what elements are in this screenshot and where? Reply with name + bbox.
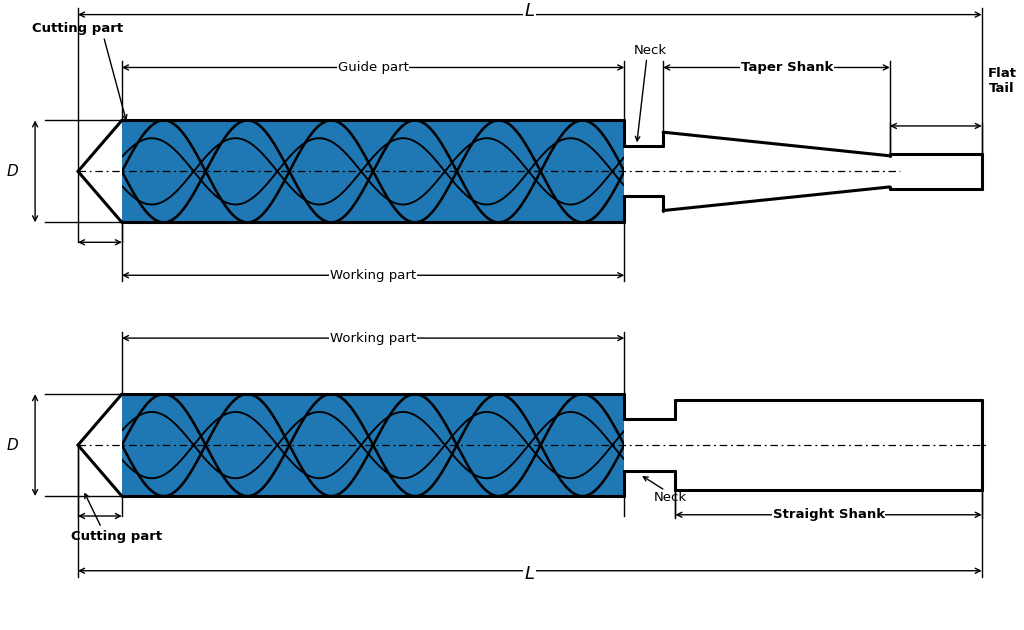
Bar xyxy=(122,120,625,222)
Text: Guide part: Guide part xyxy=(338,61,409,74)
Bar xyxy=(122,394,625,496)
Text: Taper Shank: Taper Shank xyxy=(740,61,833,74)
Text: Cutting part: Cutting part xyxy=(71,530,162,543)
Text: Neck: Neck xyxy=(653,491,687,505)
Text: Neck: Neck xyxy=(633,43,667,57)
Text: $L$: $L$ xyxy=(524,3,536,21)
Text: $D$: $D$ xyxy=(6,437,19,453)
Text: Working part: Working part xyxy=(330,269,416,282)
Text: Flat
Tail: Flat Tail xyxy=(988,67,1017,95)
Text: $L$: $L$ xyxy=(524,565,536,583)
Text: Cutting part: Cutting part xyxy=(33,22,124,35)
Text: Straight Shank: Straight Shank xyxy=(772,508,885,521)
Text: $D$: $D$ xyxy=(6,163,19,180)
Text: Working part: Working part xyxy=(330,331,416,345)
